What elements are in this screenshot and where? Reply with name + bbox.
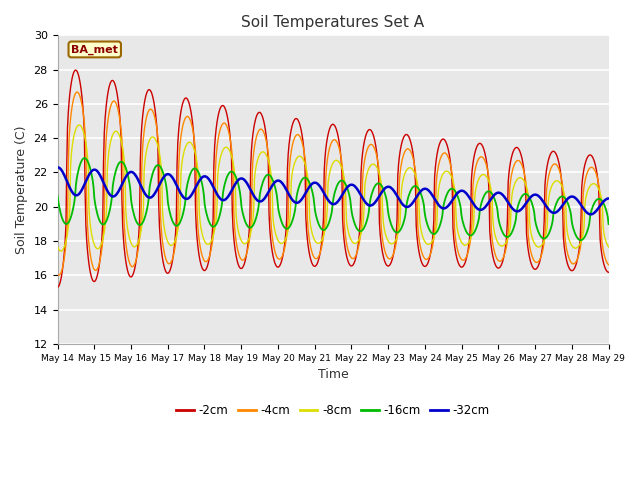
Legend: -2cm, -4cm, -8cm, -16cm, -32cm: -2cm, -4cm, -8cm, -16cm, -32cm [172, 399, 495, 421]
Y-axis label: Soil Temperature (C): Soil Temperature (C) [15, 125, 28, 254]
Text: BA_met: BA_met [71, 44, 118, 55]
X-axis label: Time: Time [317, 368, 348, 381]
Title: Soil Temperatures Set A: Soil Temperatures Set A [241, 15, 424, 30]
